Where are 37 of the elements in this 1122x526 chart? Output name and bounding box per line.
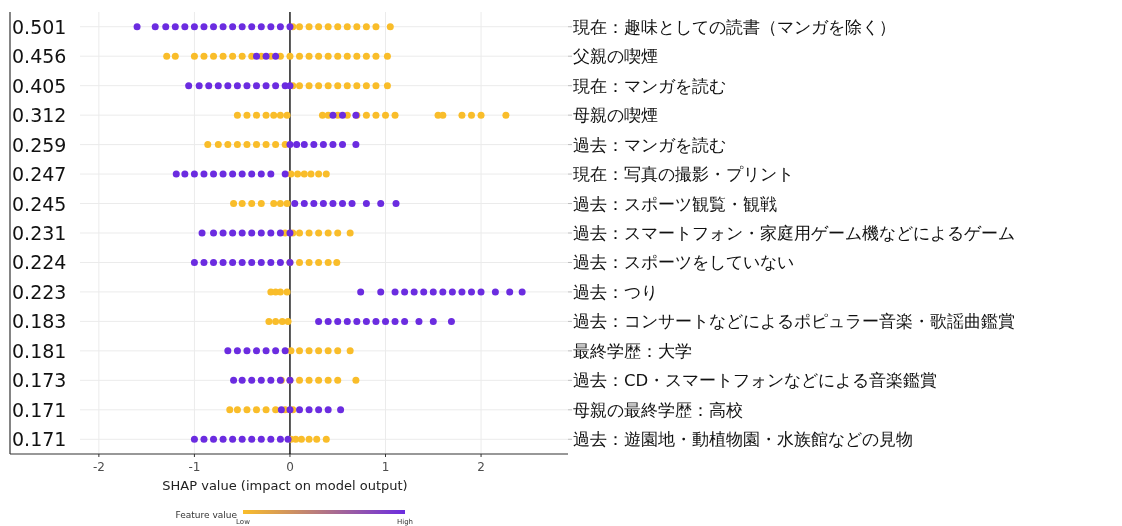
y-tick-label: 現在：写真の撮影・プリント <box>573 165 794 185</box>
y2-tick-label: 0.231 <box>12 222 67 244</box>
y2-tick-label: 0.245 <box>12 192 67 215</box>
y-tick-label: 母親の最終学歴：高校 <box>573 400 743 420</box>
y-tick-label: 過去：CD・スマートフォンなどによる音楽鑑賞 <box>573 371 938 391</box>
x-tick-label: 1 <box>381 460 390 474</box>
y-tick-label: 過去：つり <box>573 282 658 302</box>
y-tick-label: 過去：遊園地・動植物園・水族館などの見物 <box>573 430 913 450</box>
y2-tick-label: 0.183 <box>12 310 67 333</box>
y2-tick-label: 0.312 <box>12 104 67 127</box>
y-tick-label: 過去：マンガを読む <box>573 135 726 155</box>
x-tick-label: 2 <box>477 460 485 474</box>
y-tick-label: 現在：マンガを読む <box>573 76 726 96</box>
x-tick-label: -2 <box>92 460 105 474</box>
y-tick-label: 最終学歴：大学 <box>573 341 692 361</box>
x-tick-label: 0 <box>286 460 294 474</box>
y-tick-label: 過去：コンサートなどによるポピュラー音楽・歌謡曲鑑賞 <box>573 312 1015 332</box>
y2-tick-label: 0.501 <box>12 15 67 38</box>
x-axis-title: SHAP value (impact on model output) <box>162 478 408 493</box>
y2-tick-label: 0.456 <box>12 45 67 68</box>
y2-tick-label: 0.173 <box>12 369 67 392</box>
y-tick-label: 過去：スマートフォン・家庭用ゲーム機などによるゲーム <box>573 224 1015 243</box>
y-tick-label: 過去：スポーツをしていない <box>573 253 794 273</box>
y2-tick-label: 0.181 <box>12 339 67 362</box>
y-tick-label: 父親の喫煙 <box>573 47 658 67</box>
y-tick-label: 過去：スポーツ観覧・観戦 <box>573 194 777 214</box>
x-tick-label: -1 <box>188 460 201 474</box>
y-tick-label: 母親の喫煙 <box>573 106 658 126</box>
y2-tick-label: 0.247 <box>12 163 67 186</box>
y2-tick-label: 0.171 <box>12 428 67 451</box>
y2-tick-label: 0.259 <box>12 133 67 156</box>
y-tick-label: 現在：趣味としての読書（マンガを除く） <box>573 17 896 37</box>
y2-tick-label: 0.405 <box>12 74 67 97</box>
color-bar-title: Feature value <box>175 510 238 520</box>
y2-tick-label: 0.223 <box>12 280 67 303</box>
y2-tick-label: 0.224 <box>12 251 67 274</box>
y2-tick-label: 0.171 <box>12 398 67 421</box>
